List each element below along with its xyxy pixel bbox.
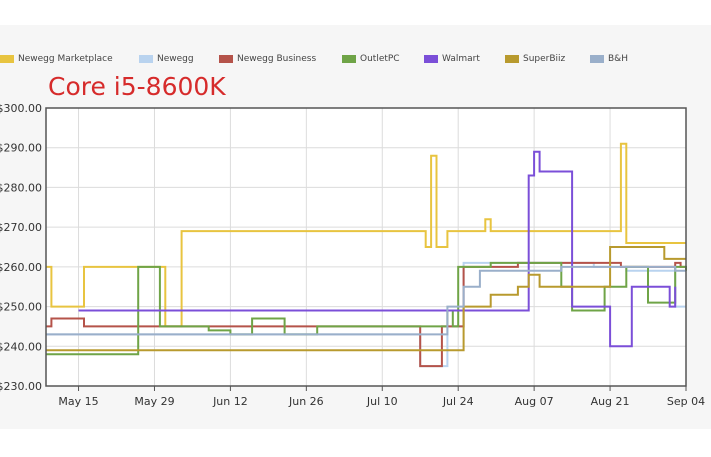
y-tick-label: $270.00 — [0, 221, 42, 234]
plot-frame — [45, 107, 687, 387]
x-tick-label: May 29 — [134, 395, 174, 408]
legend-item-newegg-business[interactable]: Newegg Business — [219, 54, 316, 64]
legend-swatch — [590, 55, 604, 63]
series-line-newegg-marketplace — [46, 142, 686, 328]
x-tick-label: Jul 10 — [366, 395, 398, 408]
y-tick-label: $290.00 — [0, 142, 42, 155]
x-tick-label: Jun 12 — [212, 395, 248, 408]
legend-swatch — [139, 55, 153, 63]
y-tick-label: $250.00 — [0, 301, 42, 314]
plot-area — [46, 108, 686, 386]
y-tick-label: $260.00 — [0, 261, 42, 274]
chart-title: Core i5-8600K — [48, 72, 226, 101]
series-lines — [46, 142, 687, 368]
legend-label: SuperBiiz — [523, 54, 566, 64]
x-tick-label: Aug 21 — [591, 395, 630, 408]
y-tick-label: $280.00 — [0, 181, 42, 194]
x-axis-ticks: May 15 May 29 Jun 12 Jun 26 Jul 10 Jul 24 Aug … — [58, 386, 705, 408]
plot-border — [45, 107, 687, 387]
legend-swatch — [505, 55, 519, 63]
x-tick-label: Sep 04 — [667, 395, 705, 408]
y-tick-label: $230.00 — [0, 380, 42, 393]
y-tick-label: $240.00 — [0, 340, 42, 353]
legend-label: Newegg Business — [237, 54, 317, 64]
series-line-walmart — [78, 150, 677, 348]
series-line-superbiiz — [46, 246, 686, 352]
series-line-b-h — [46, 265, 686, 336]
legend-label: Newegg — [157, 54, 194, 64]
y-tick-label: $300.00 — [0, 102, 42, 115]
chart-legend: Newegg Marketplace Newegg Newegg Busines… — [0, 54, 711, 68]
legend-item-newegg-marketplace[interactable]: Newegg Marketplace — [0, 54, 113, 64]
legend-item-bh[interactable]: B&H — [590, 54, 628, 64]
y-axis-ticks: $230.00 $240.00 $250.00 $260.00 $270.00 $280.… — [0, 102, 42, 393]
legend-item-outletpc[interactable]: OutletPC — [342, 54, 400, 64]
x-tick-label: Jun 26 — [288, 395, 324, 408]
legend-swatch — [424, 55, 438, 63]
legend-item-walmart[interactable]: Walmart — [424, 54, 480, 64]
legend-swatch — [0, 55, 14, 63]
legend-item-newegg[interactable]: Newegg — [139, 54, 194, 64]
legend-swatch — [342, 55, 356, 63]
plot-background — [46, 108, 686, 386]
legend-item-superbiiz[interactable]: SuperBiiz — [505, 54, 565, 64]
legend-label: OutletPC — [360, 54, 400, 64]
legend-label: Walmart — [442, 54, 480, 64]
legend-swatch — [219, 55, 233, 63]
x-tick-label: May 15 — [58, 395, 98, 408]
legend-label: B&H — [608, 54, 628, 64]
x-tick-label: Jul 24 — [442, 395, 474, 408]
legend-label: Newegg Marketplace — [18, 54, 113, 64]
x-tick-label: Aug 07 — [515, 395, 554, 408]
